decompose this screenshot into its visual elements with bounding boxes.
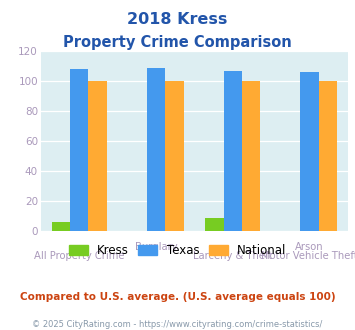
Bar [300, 72, 319, 231]
Text: Property Crime Comparison: Property Crime Comparison [63, 35, 292, 50]
Bar [70, 69, 88, 231]
Text: 2018 Kress: 2018 Kress [127, 12, 228, 26]
Bar [51, 222, 70, 231]
Text: All Property Crime: All Property Crime [34, 251, 125, 261]
Bar [242, 81, 260, 231]
Bar [319, 81, 337, 231]
Text: Larceny & Theft: Larceny & Theft [193, 251, 272, 261]
Bar [88, 81, 107, 231]
Text: © 2025 CityRating.com - https://www.cityrating.com/crime-statistics/: © 2025 CityRating.com - https://www.city… [32, 320, 323, 329]
Bar [165, 81, 184, 231]
Bar [205, 217, 224, 231]
Bar [147, 68, 165, 231]
Legend: Kress, Texas, National: Kress, Texas, National [66, 242, 289, 260]
Text: Burglary: Burglary [135, 242, 177, 252]
Text: Motor Vehicle Theft: Motor Vehicle Theft [261, 251, 355, 261]
Bar [224, 71, 242, 231]
Text: Arson: Arson [295, 242, 324, 252]
Text: Compared to U.S. average. (U.S. average equals 100): Compared to U.S. average. (U.S. average … [20, 292, 335, 302]
